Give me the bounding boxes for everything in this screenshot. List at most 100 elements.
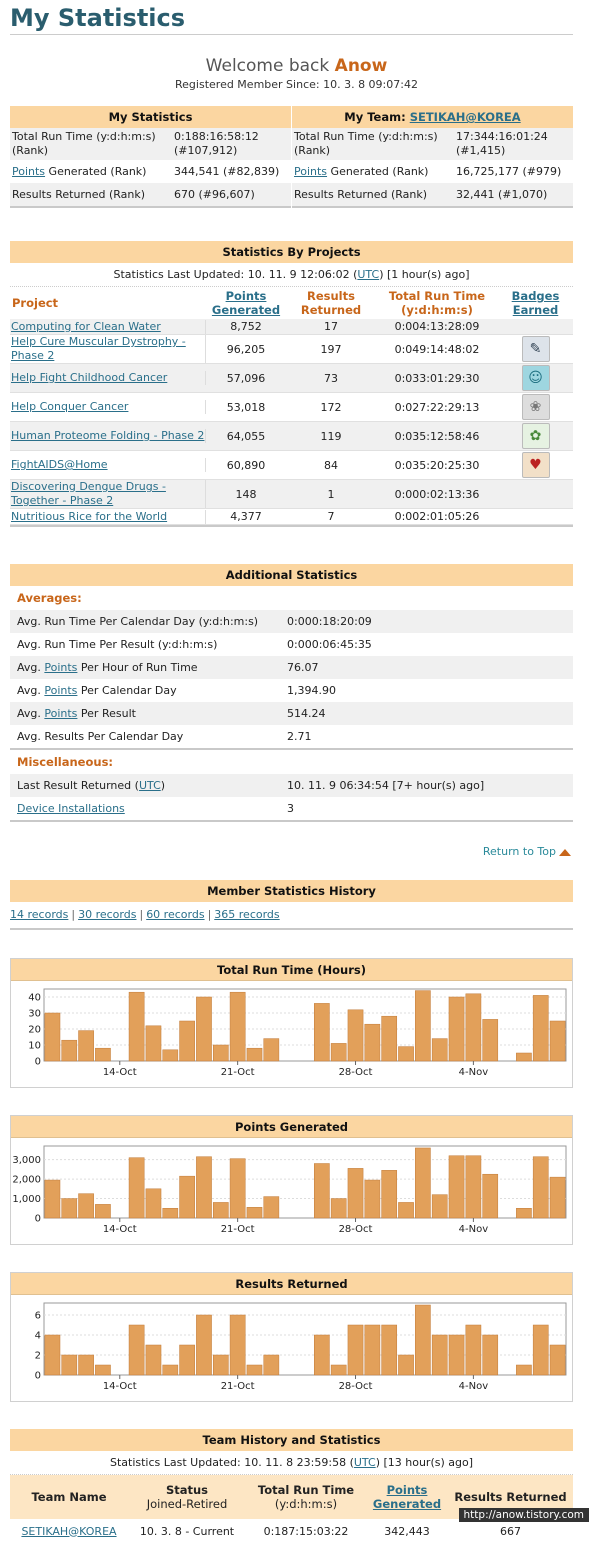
col-status: Status Joined-Retired (146, 1483, 228, 1511)
bar (44, 1012, 61, 1062)
project-runtime: 0:004:13:28:09 (394, 320, 480, 333)
bar (364, 1023, 381, 1062)
x-tick-label: 4-Nov (459, 1067, 489, 1078)
avg-row: Avg. Results Per Calendar Day 2.71 (17, 730, 312, 743)
records-30-link[interactable]: 30 records (78, 908, 137, 921)
project-row: FightAIDS@Home 60,890 84 0:035:20:25:30 ♥ (10, 451, 573, 480)
project-runtime: 0:002:01:05:26 (394, 510, 480, 523)
project-link[interactable]: Help Fight Childhood Cancer (11, 371, 168, 384)
records-365-link[interactable]: 365 records (214, 908, 280, 921)
bar (196, 1314, 212, 1376)
col-team-results: Results Returned (454, 1490, 567, 1504)
bar (179, 1344, 195, 1376)
points-link[interactable]: Points (294, 164, 328, 178)
bar (179, 1020, 195, 1062)
project-link[interactable]: FightAIDS@Home (11, 458, 108, 471)
bar (347, 1168, 364, 1219)
bar (128, 1324, 145, 1376)
bar (482, 1019, 499, 1062)
my-results-label: Results Returned (Rank) (12, 187, 146, 201)
project-results: 7 (327, 510, 335, 523)
points-link[interactable]: Points (12, 164, 46, 178)
bar (364, 1179, 381, 1219)
project-results: 197 (320, 342, 342, 356)
welcome-username: Anow (334, 56, 388, 76)
col-project: Project (12, 296, 59, 310)
bar (162, 1208, 179, 1219)
project-runtime: 0:000:02:13:36 (394, 487, 480, 501)
project-link[interactable]: Discovering Dengue Drugs - Together - Ph… (11, 480, 166, 507)
utc-link[interactable]: UTC (357, 268, 380, 281)
project-results: 1 (327, 487, 335, 501)
bar (381, 1015, 398, 1062)
team-name-link[interactable]: SETIKAH@KOREA (409, 110, 521, 124)
records-60-link[interactable]: 60 records (146, 908, 205, 921)
records-14-link[interactable]: 14 records (10, 908, 69, 921)
my-points-row: Points Generated (Rank) 344,541 (#82,839… (10, 160, 291, 183)
my-runtime-row: Total Run Time (y:d:h:m:s) (Rank) 0:188:… (10, 128, 291, 160)
team-history-section: Team History and Statistics Statistics L… (10, 1429, 573, 1543)
bar (61, 1198, 78, 1219)
team-points-row: Points Generated (Rank) 16,725,177 (#979… (292, 160, 573, 183)
bar (516, 1052, 532, 1062)
bar (246, 1047, 263, 1062)
utc-link[interactable]: UTC (353, 1456, 376, 1469)
bar (431, 1334, 448, 1376)
project-runtime: 0:035:12:58:46 (394, 429, 480, 443)
project-link[interactable]: Help Cure Muscular Dystrophy - Phase 2 (11, 335, 186, 362)
projects-table-header: Project Points Generated Results Returne… (10, 287, 573, 319)
project-link[interactable]: Nutritious Rice for the World (11, 509, 168, 523)
bar (381, 1324, 398, 1376)
results-chart: Results Returned 0 2 4 6 14-Oct 21-Oct 28-Oct 4… (10, 1272, 573, 1402)
x-tick-label: 28-Oct (339, 1381, 373, 1392)
bar (229, 1158, 246, 1219)
y-tick-label: 40 (28, 993, 41, 1004)
bar (196, 1156, 212, 1219)
bar (532, 995, 549, 1062)
team-row-name-link[interactable]: SETIKAH@KOREA (21, 1524, 117, 1538)
project-link[interactable]: Computing for Clean Water (11, 319, 161, 333)
bar (229, 991, 246, 1062)
bar (448, 1334, 465, 1376)
utc-link[interactable]: UTC (138, 779, 161, 792)
bar (229, 1314, 246, 1376)
device-installations-link[interactable]: Device Installations (17, 802, 125, 815)
col-points-link[interactable]: Points Generated (211, 289, 281, 317)
project-link[interactable]: Help Conquer Cancer (11, 400, 129, 413)
col-badges-link[interactable]: Badges Earned (511, 289, 560, 317)
my-points-label: Generated (Rank) (45, 164, 147, 178)
my-statistics-header: My Statistics (10, 106, 291, 128)
project-results: 172 (320, 400, 342, 414)
bar (549, 1176, 566, 1219)
x-tick-label: 14-Oct (103, 1067, 137, 1078)
team-history-header: Team History and Statistics (10, 1429, 573, 1451)
col-results: Results Returned (300, 289, 362, 317)
project-row: Help Cure Muscular Dystrophy - Phase 2 96… (10, 335, 573, 364)
col-team-points-link[interactable]: Points Generated (372, 1483, 442, 1511)
bar (61, 1354, 78, 1376)
bar (212, 1044, 229, 1062)
bar (263, 1196, 280, 1219)
bar (314, 1163, 330, 1219)
avg-row: Avg. Run Time Per Result (y:d:h:m:s) 0:0… (17, 638, 372, 651)
points-link[interactable]: Points (44, 684, 78, 697)
bar (465, 1155, 482, 1219)
bar (431, 1194, 448, 1219)
y-tick-label: 2,000 (12, 1175, 41, 1186)
bar (381, 1170, 398, 1219)
welcome-prefix: Welcome back (205, 56, 330, 76)
y-tick-label: 4 (35, 1331, 41, 1342)
project-link[interactable]: Human Proteome Folding - Phase 2 (11, 429, 205, 442)
chart-title: Results Returned (11, 1273, 572, 1295)
points-link[interactable]: Points (44, 707, 78, 720)
project-points: 53,018 (226, 400, 266, 414)
x-tick-label: 4-Nov (459, 1224, 489, 1235)
project-points: 8,752 (230, 320, 262, 333)
bar (448, 996, 465, 1062)
return-to-top-link[interactable]: Return to Top (483, 845, 571, 858)
points-link[interactable]: Points (44, 661, 78, 674)
avg-row: Avg. Points Per Result 514.24 (10, 702, 573, 725)
team-statistics-panel: My Team: SETIKAH@KOREA Total Run Time (y… (292, 106, 573, 208)
bar (516, 1208, 532, 1219)
x-tick-label: 21-Oct (221, 1224, 255, 1235)
